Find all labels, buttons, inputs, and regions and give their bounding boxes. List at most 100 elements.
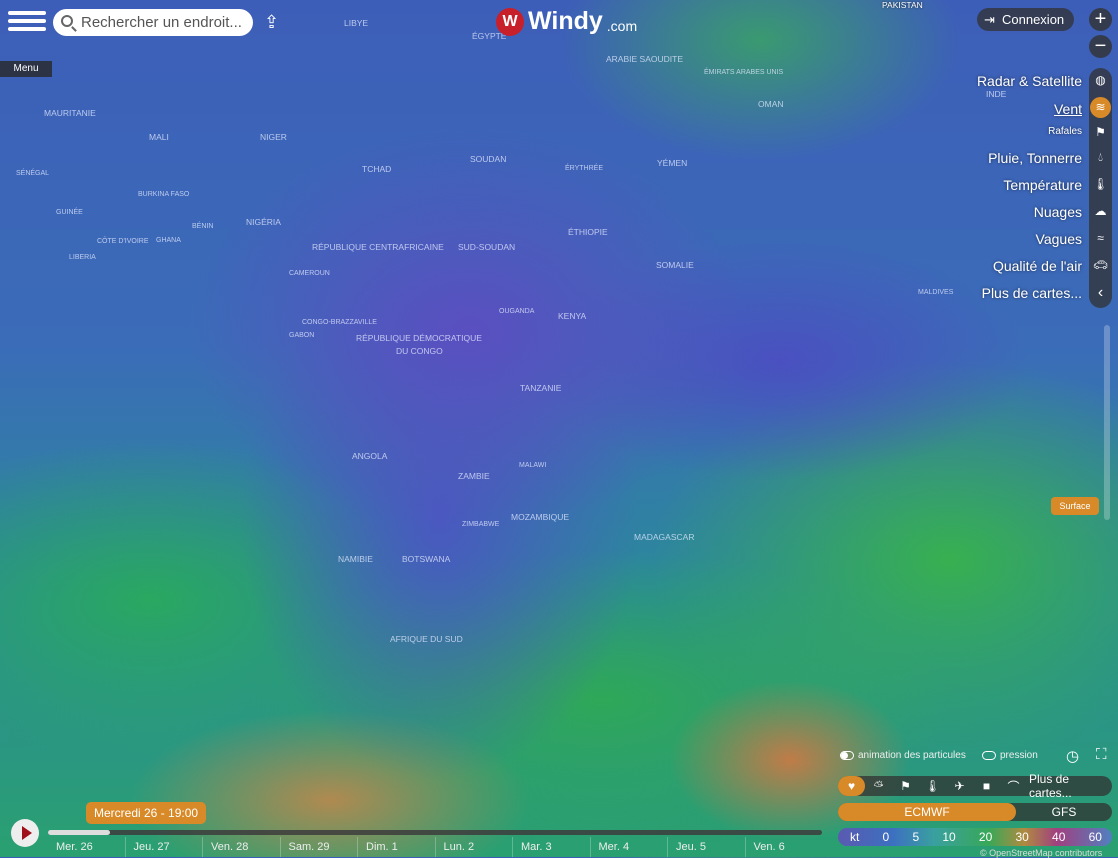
legend-value: 20 [978, 830, 993, 844]
map-label: MALAWI [519, 462, 547, 469]
day-tick[interactable]: Jeu. 5 [668, 837, 746, 857]
day-tick[interactable]: Mer. 4 [591, 837, 668, 857]
day-tick[interactable]: Lun. 2 [436, 837, 513, 857]
map-label: SOUDAN [470, 154, 507, 164]
chevron-left-icon[interactable]: ‹ [1097, 284, 1104, 301]
timeline-progress [48, 830, 110, 835]
map-label: OMAN [758, 99, 784, 109]
pressure-label: pression [1000, 750, 1038, 761]
map-label: ANGOLA [352, 451, 388, 461]
map-label: RÉPUBLIQUE DÉMOCRATIQUE [356, 333, 482, 343]
map-label: TCHAD [362, 164, 392, 174]
fullscreen-icon[interactable]: ⛶ [1096, 746, 1107, 763]
map-label: NAMIBIE [338, 554, 373, 564]
car-icon[interactable]: 🚗︎ [1092, 258, 1109, 272]
thermometer-icon[interactable]: 🌡︎ [1092, 177, 1109, 191]
day-tick[interactable]: Ven. 28 [203, 837, 281, 857]
map-label: MAURITANIE [44, 108, 96, 118]
layer-waves[interactable]: Vagues [1035, 231, 1082, 247]
wind-icon[interactable]: ≋ [1090, 97, 1111, 118]
layer-radar-satellite[interactable]: Radar & Satellite [976, 73, 1082, 89]
gust-flag-icon[interactable]: ⚑ [900, 779, 911, 793]
webcam-icon[interactable]: ■ [982, 779, 991, 793]
map-label: ÉGYPTE [472, 31, 507, 41]
gust-flag-icon[interactable]: ⚑ [1095, 125, 1106, 139]
more-maps-button[interactable]: Plus de cartes... [1029, 772, 1072, 800]
map-label: DU CONGO [396, 346, 443, 356]
attribution[interactable]: © OpenStreetMap contributors [980, 848, 1103, 858]
quick-layers-bar: ♥ ⛅︎ ⚑ 🌡︎ ✈︎ ■ ⌒ Plus de cartes... [838, 772, 1112, 800]
toggle-switch[interactable] [982, 751, 996, 760]
rain-drop-icon[interactable]: 💧︎ [1098, 150, 1103, 164]
toggle-switch[interactable] [840, 751, 854, 760]
legend-value: 30 [1015, 830, 1029, 844]
logo-suffix: .com [606, 17, 638, 34]
model-ecmwf[interactable]: ECMWF [838, 803, 1016, 821]
layer-air-quality[interactable]: Qualité de l'air [992, 258, 1082, 274]
map-label: SÉNÉGAL [16, 170, 50, 177]
paraglider-icon[interactable]: ⌒ [1007, 779, 1020, 794]
layer-clouds[interactable]: Nuages [1033, 204, 1082, 220]
layer-temperature[interactable]: Température [1003, 177, 1082, 193]
map-label: ÉRYTHRÉE [565, 165, 603, 172]
waves-icon[interactable]: ≈ [1097, 231, 1104, 245]
map-label: MALDIVES [918, 289, 954, 296]
map-label: LIBERIA [69, 254, 96, 261]
play-button[interactable] [11, 819, 39, 847]
particles-label: animation des particules [858, 750, 966, 761]
day-tick[interactable]: Sam. 29 [281, 837, 358, 857]
day-tick[interactable]: Ven. 6 [753, 841, 785, 853]
search-input[interactable]: Rechercher un endroit... [53, 9, 253, 36]
day-tick[interactable]: Mar. 3 [513, 837, 591, 857]
layer-more-maps[interactable]: Plus de cartes... [981, 285, 1082, 301]
cloud-icon[interactable]: ☁︎ [1094, 204, 1107, 218]
layer-icon-strip [1089, 68, 1112, 308]
map-label: KENYA [558, 311, 587, 321]
airplane-icon[interactable]: ✈︎ [954, 779, 965, 793]
windy-logo[interactable]: W Windy .com [496, 7, 637, 36]
zoom-in-button[interactable]: + [1089, 8, 1112, 31]
map-label: CÔTE D'IVOIRE [97, 238, 149, 245]
day-tick[interactable]: Jeu. 27 [126, 837, 203, 857]
hamburger-menu-button[interactable] [8, 8, 46, 38]
timeline-track[interactable] [48, 830, 822, 835]
map-label: ÉTHIOPIE [568, 227, 608, 237]
current-time-bubble[interactable]: Mercredi 26 - 19:00 [86, 802, 207, 824]
weather-cloud-icon[interactable]: ⛅︎ [873, 778, 884, 793]
logo-text: Windy [528, 7, 603, 35]
layer-gusts[interactable]: Rafales [1048, 126, 1082, 137]
thermometer-icon[interactable]: 🌡︎ [924, 779, 941, 793]
pressure-toggle[interactable]: pression [982, 750, 1038, 761]
share-icon[interactable]: ⇪ [264, 12, 280, 32]
legend-value: 60 [1088, 830, 1102, 844]
map-label: MADAGASCAR [634, 532, 695, 542]
map-label: ARABIE SAOUDITE [606, 54, 683, 64]
particles-toggle[interactable]: animation des particules [840, 750, 966, 761]
globe-icon[interactable]: ◍ [1095, 73, 1106, 87]
altitude-surface-label[interactable]: Surface [1051, 497, 1099, 515]
map-label: NIGER [260, 132, 287, 142]
map-label: LIBYE [344, 18, 369, 28]
login-button[interactable]: Connexion [977, 8, 1074, 31]
clock-icon[interactable]: ◷ [1066, 748, 1080, 765]
wind-speed-legend[interactable]: kt 0 5 10 20 30 40 60 [838, 828, 1112, 846]
model-gfs[interactable]: GFS [1051, 805, 1077, 819]
map-label: BOTSWANA [402, 554, 451, 564]
map-label: ZIMBABWE [462, 521, 500, 528]
day-tick[interactable]: Dim. 1 [358, 837, 436, 857]
favorite-heart-icon[interactable]: ♥ [838, 776, 865, 796]
layer-rain-thunder[interactable]: Pluie, Tonnerre [988, 150, 1082, 166]
legend-value: 5 [912, 830, 920, 844]
altitude-slider[interactable] [1104, 325, 1110, 520]
map-label: BÉNIN [192, 223, 214, 230]
map-label: GUINÉE [56, 209, 83, 216]
legend-value: 0 [882, 830, 890, 844]
layer-wind[interactable]: Vent [1053, 101, 1082, 117]
map-label: CONGO-BRAZZAVILLE [302, 319, 377, 326]
map-label: AFRIQUE DU SUD [390, 634, 463, 644]
map-label: RÉPUBLIQUE CENTRAFRICAINE [312, 242, 444, 252]
day-tick[interactable]: Mer. 26 [48, 837, 126, 857]
zoom-out-button[interactable]: − [1089, 35, 1112, 58]
model-selector: ECMWF GFS [838, 803, 1112, 821]
